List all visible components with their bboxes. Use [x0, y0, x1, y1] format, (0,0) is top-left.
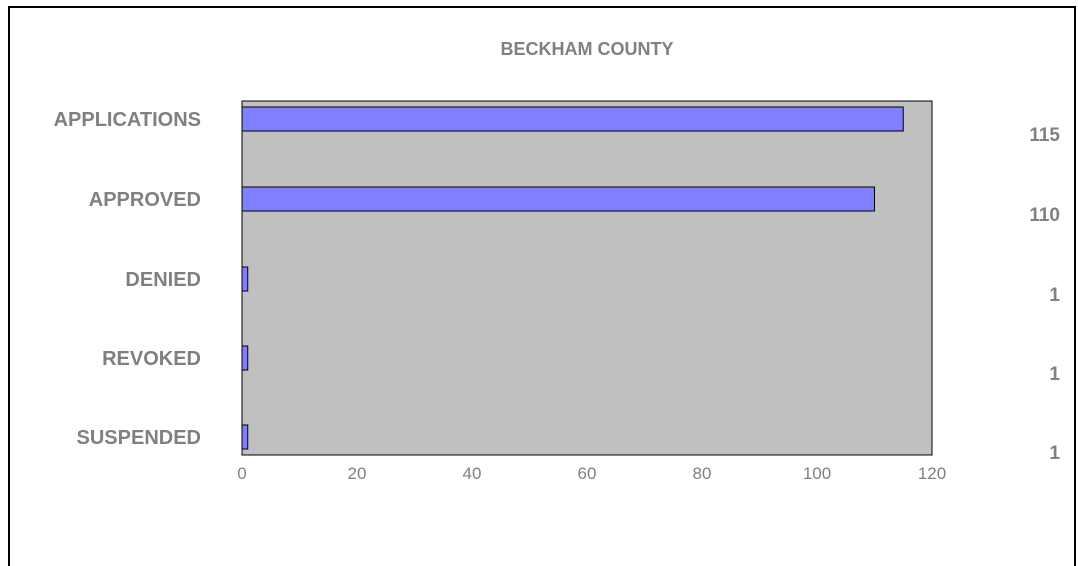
bar-approved: [241, 186, 875, 212]
x-tick-label-100: 100: [803, 464, 831, 483]
x-tick-label-20: 20: [348, 464, 367, 483]
bar-revoked: [241, 345, 249, 371]
category-label-applications: APPLICATIONS: [54, 109, 201, 131]
x-tick-label-80: 80: [693, 464, 712, 483]
x-tick-label-40: 40: [463, 464, 482, 483]
category-label-suspended: SUSPENDED: [77, 427, 201, 449]
value-label-applications: 115: [1029, 125, 1060, 146]
x-tick-label-60: 60: [578, 464, 597, 483]
category-label-approved: APPROVED: [89, 189, 201, 211]
value-label-suspended: 1: [1049, 443, 1060, 464]
x-axis-ticks: 0 20 40 60 80 100 120: [237, 464, 946, 483]
value-labels: 115 110 1 1 1: [1029, 125, 1060, 464]
bar-applications: [241, 106, 904, 132]
value-label-denied: 1: [1049, 285, 1060, 306]
bar-chart: BECKHAM COUNTY APPLICATIONS APPROVED DENIE…: [54, 39, 1061, 483]
bar-denied: [241, 266, 249, 292]
category-labels: APPLICATIONS APPROVED DENIED REVOKED SUSPEND…: [54, 109, 201, 449]
x-tick-label-0: 0: [237, 464, 246, 483]
category-label-revoked: REVOKED: [102, 348, 201, 370]
category-label-denied: DENIED: [125, 269, 201, 291]
bar-suspended: [241, 424, 249, 450]
chart-frame: [8, 6, 1076, 566]
chart-title: BECKHAM COUNTY: [501, 39, 674, 59]
value-label-revoked: 1: [1049, 364, 1060, 385]
plot-area: [241, 100, 933, 456]
bars-layer: [241, 106, 904, 450]
x-tick-label-120: 120: [918, 464, 946, 483]
value-label-approved: 110: [1029, 205, 1060, 226]
